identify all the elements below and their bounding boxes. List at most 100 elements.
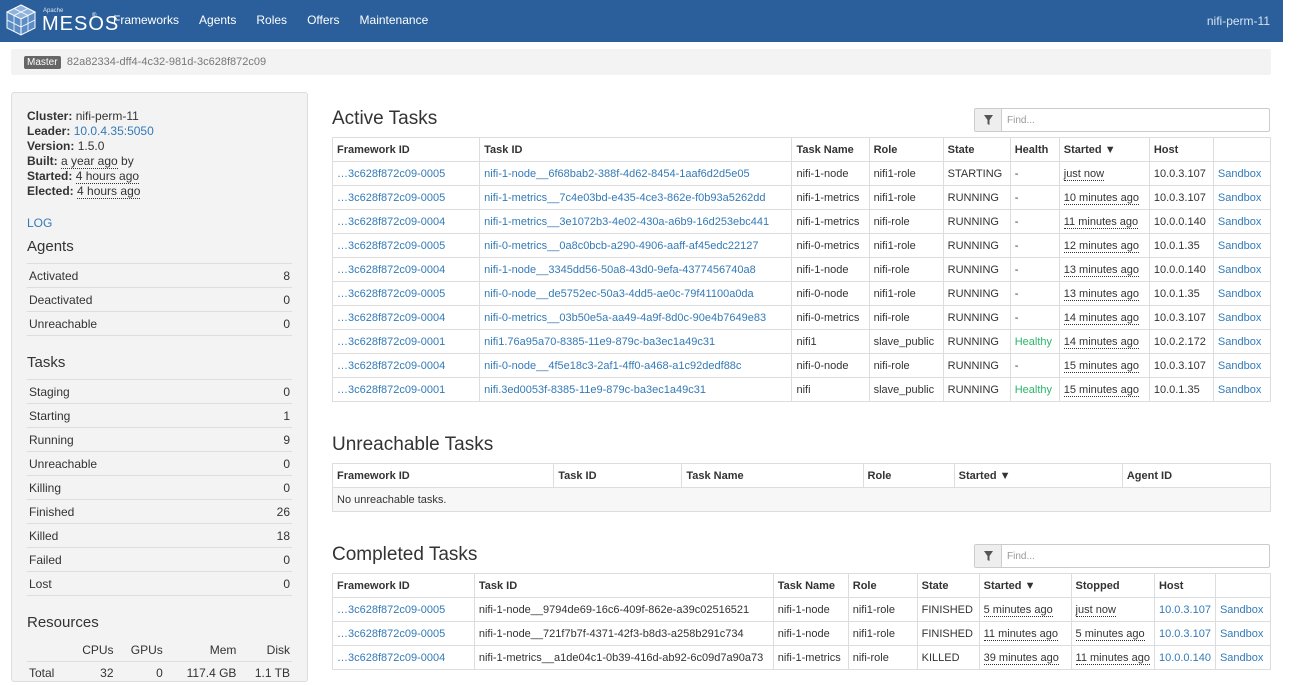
sandbox-link[interactable]: Sandbox [1217, 239, 1262, 252]
task-id-link[interactable]: nifi-1-node__3345dd56-50a8-43d0-9efa-437… [484, 263, 756, 276]
unreachable-column-header[interactable]: Task ID [553, 463, 683, 488]
agents-label: Unreachable [27, 311, 258, 336]
completed-column-header[interactable] [1214, 573, 1272, 598]
active-column-header[interactable]: Host [1148, 137, 1214, 162]
sandbox-link[interactable]: Sandbox [1217, 287, 1262, 300]
cluster-info: Cluster: nifi-perm-11 Leader: 10.0.4.35:5… [27, 109, 292, 199]
host-link[interactable]: 10.0.0.140 [1158, 651, 1211, 664]
sandbox-link[interactable]: Sandbox [1217, 167, 1262, 180]
task-host: 10.0.3.107 [1153, 311, 1206, 324]
task-cell: Sandbox [1212, 377, 1272, 402]
sandbox-link[interactable]: Sandbox [1219, 651, 1264, 664]
unreachable-column-header[interactable]: Role [862, 463, 955, 488]
unreachable-column-header[interactable]: Task Name [681, 463, 864, 488]
framework-id-link[interactable]: …3c628f872c09-0005 [337, 191, 446, 204]
task-id-link[interactable]: nifi-1-metrics__7c4e03bd-e435-4ce3-862e-… [484, 191, 766, 204]
unreachable-column-header[interactable]: Started ▼ [953, 463, 1123, 488]
task-id-link[interactable]: nifi-1-node__6f68bab2-388f-4d62-8454-1aa… [484, 167, 750, 180]
nav-maintenance[interactable]: Maintenance [359, 13, 429, 27]
completed-column-header[interactable]: Host [1153, 573, 1216, 598]
leader-link[interactable]: 10.0.4.35:5050 [73, 124, 154, 138]
framework-id-link[interactable]: …3c628f872c09-0005 [337, 239, 446, 252]
completed-column-header[interactable]: State [916, 573, 980, 598]
completed-find-input[interactable] [1005, 547, 1263, 565]
unreachable-column-header[interactable]: Agent ID [1121, 463, 1272, 488]
task-id-link[interactable]: nifi-0-node__de5752ec-50a3-4dd5-ae0c-79f… [484, 287, 754, 300]
unreachable-column-header[interactable]: Framework ID [331, 463, 555, 488]
resources-cell: 117.4 GB [164, 660, 239, 685]
task-cell: 39 minutes ago [978, 645, 1072, 670]
framework-id-link[interactable]: …3c628f872c09-0004 [337, 311, 446, 324]
active-column-header[interactable]: Task ID [479, 137, 793, 162]
completed-column-header[interactable]: Task Name [772, 573, 849, 598]
framework-id-link[interactable]: …3c628f872c09-0005 [337, 603, 446, 616]
nav-roles[interactable]: Roles [256, 13, 288, 27]
task-cell: 15 minutes ago [1058, 377, 1150, 402]
framework-id-link[interactable]: …3c628f872c09-0005 [337, 167, 446, 180]
sandbox-link[interactable]: Sandbox [1217, 359, 1262, 372]
completed-column-header[interactable]: Task ID [473, 573, 774, 598]
mesos-logo[interactable]: Apache MESOS ® [4, 3, 118, 37]
sandbox-link[interactable]: Sandbox [1219, 603, 1264, 616]
completed-column-header[interactable]: Role [847, 573, 918, 598]
completed-column-header[interactable]: Stopped [1070, 573, 1155, 598]
task-id-link[interactable]: nifi1.76a95a70-8385-11e9-879c-ba3ec1a49c… [484, 335, 716, 348]
completed-column-header[interactable]: Framework ID [332, 573, 475, 598]
host-link[interactable]: 10.0.3.107 [1158, 627, 1211, 640]
framework-id-link[interactable]: …3c628f872c09-0004 [337, 359, 446, 372]
sandbox-link[interactable]: Sandbox [1217, 311, 1262, 324]
active-column-header[interactable] [1212, 137, 1272, 162]
completed-tasks-table: Framework ID Task ID Task Name Role State Sta… [332, 573, 1272, 670]
active-find-input[interactable] [1005, 111, 1263, 129]
agents-count: 0 [257, 287, 292, 312]
sandbox-link[interactable]: Sandbox [1217, 263, 1262, 276]
task-id-link[interactable]: nifi-1-metrics__3e1072b3-4e02-430a-a6b9-… [484, 215, 770, 228]
active-column-header[interactable]: Role [868, 137, 944, 162]
completed-column-header[interactable]: Started ▼ [978, 573, 1072, 598]
task-started: 14 minutes ago [1063, 335, 1139, 349]
resources-cell: 0 [115, 660, 165, 685]
active-column-header[interactable]: State [942, 137, 1011, 162]
sandbox-link[interactable]: Sandbox [1217, 215, 1262, 228]
framework-id-link[interactable]: …3c628f872c09-0005 [337, 287, 446, 300]
task-id-link[interactable]: nifi-0-metrics__0a8c0bcb-a290-4906-aaff-… [484, 239, 759, 252]
log-link[interactable]: LOG [27, 216, 53, 230]
nav-agents[interactable]: Agents [199, 13, 237, 27]
framework-id-link[interactable]: …3c628f872c09-0001 [337, 335, 446, 348]
framework-id-link[interactable]: …3c628f872c09-0004 [337, 215, 446, 228]
task-cell: Healthy [1009, 377, 1060, 402]
sandbox-link[interactable]: Sandbox [1217, 335, 1262, 348]
task-started: 11 minutes ago [1063, 215, 1139, 229]
active-column-header[interactable]: Started ▼ [1058, 137, 1150, 162]
framework-id-link[interactable]: …3c628f872c09-0004 [337, 651, 446, 664]
host-link[interactable]: 10.0.3.107 [1158, 603, 1211, 616]
active-column-header[interactable]: Framework ID [331, 137, 481, 162]
sandbox-link[interactable]: Sandbox [1217, 383, 1262, 396]
nav-frameworks[interactable]: Frameworks [113, 13, 180, 27]
tasks-count: 9 [240, 427, 292, 452]
active-filter-button[interactable] [975, 109, 1002, 131]
task-cell: nifi-1-metrics__7c4e03bd-e435-4ce3-862e-… [479, 185, 793, 210]
tasks-label: Unreachable [27, 451, 241, 476]
agents-heading: Agents [27, 238, 74, 255]
resources-header-row: CPUs GPUs Mem Disk [27, 639, 292, 661]
task-cell: 10.0.1.35 [1148, 233, 1214, 258]
sandbox-link[interactable]: Sandbox [1219, 627, 1264, 640]
task-stopped: just now [1075, 603, 1116, 617]
task-id-link[interactable]: nifi.3ed0053f-8385-11e9-879c-ba3ec1a49c3… [484, 383, 706, 396]
framework-id-link[interactable]: …3c628f872c09-0004 [337, 263, 446, 276]
sandbox-link[interactable]: Sandbox [1217, 191, 1262, 204]
filter-icon [984, 551, 993, 561]
task-id-link[interactable]: nifi-0-node__4f5e18c3-2af1-4ff0-a468-a1c… [484, 359, 742, 372]
completed-filter-button[interactable] [975, 545, 1002, 567]
nav-offers[interactable]: Offers [307, 13, 340, 27]
agents-row: Activated 8 [27, 263, 292, 288]
active-column-header[interactable]: Task Name [791, 137, 870, 162]
framework-id-link[interactable]: …3c628f872c09-0001 [337, 383, 446, 396]
task-cell: …3c628f872c09-0005 [332, 597, 475, 622]
task-id-link[interactable]: nifi-0-metrics__03b50e5a-aa49-4a9f-8d0c-… [484, 311, 767, 324]
task-stopped: 11 minutes ago [1075, 651, 1150, 665]
task-id: nifi-1-node__721f7b7f-4371-42f3-b8d3-a25… [478, 627, 744, 640]
framework-id-link[interactable]: …3c628f872c09-0005 [337, 627, 446, 640]
active-column-header[interactable]: Health [1009, 137, 1060, 162]
